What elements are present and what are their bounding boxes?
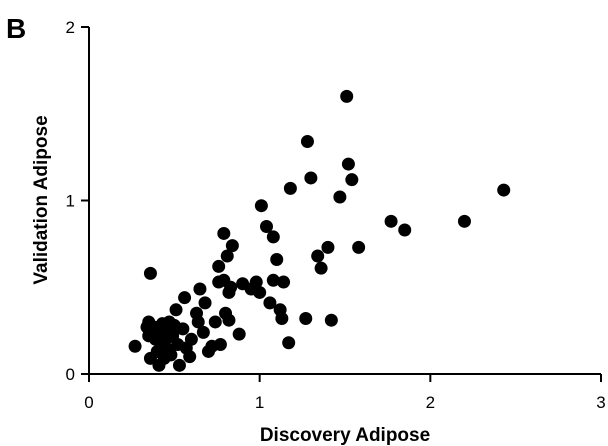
- data-point: [208, 315, 222, 329]
- data-point: [224, 280, 238, 294]
- data-point: [184, 332, 198, 346]
- y-tick-label: 1: [66, 192, 75, 211]
- data-point: [352, 240, 366, 254]
- data-point: [193, 282, 207, 296]
- y-axis-ticks: 0 1 2: [66, 18, 89, 384]
- data-point: [398, 223, 412, 237]
- data-point: [253, 285, 267, 299]
- data-point: [249, 275, 263, 289]
- data-point: [222, 313, 236, 327]
- data-point: [191, 315, 205, 329]
- data-point: [212, 259, 226, 273]
- data-point: [311, 249, 325, 263]
- data-point: [217, 226, 231, 240]
- data-point: [277, 275, 291, 289]
- data-point: [345, 173, 359, 187]
- data-point: [283, 181, 297, 195]
- y-tick-label: 0: [66, 365, 75, 384]
- data-point: [324, 313, 338, 327]
- data-point: [225, 239, 239, 253]
- x-tick-label: 1: [255, 393, 264, 412]
- y-tick-label: 2: [66, 18, 75, 37]
- data-point: [263, 296, 277, 310]
- data-point: [172, 358, 186, 372]
- x-axis-ticks: 0 1 2 3: [84, 374, 606, 412]
- data-point: [497, 183, 511, 197]
- data-point: [341, 157, 355, 171]
- data-point: [196, 325, 210, 339]
- data-point: [143, 266, 157, 280]
- data-point: [457, 214, 471, 228]
- data-point: [213, 338, 227, 352]
- data-point: [275, 311, 289, 325]
- x-tick-label: 2: [426, 393, 435, 412]
- data-point: [178, 291, 192, 305]
- data-point: [340, 89, 354, 103]
- data-point: [198, 296, 212, 310]
- points-layer: [128, 89, 511, 372]
- data-point: [266, 273, 280, 287]
- data-point: [176, 322, 190, 336]
- data-point: [128, 339, 142, 353]
- y-axis-title: Validation Adipose: [31, 115, 52, 284]
- x-tick-label: 3: [596, 393, 605, 412]
- x-axis-title: Discovery Adipose: [260, 425, 430, 446]
- data-point: [384, 214, 398, 228]
- data-point: [314, 261, 328, 275]
- data-point: [164, 348, 178, 362]
- data-point: [300, 135, 314, 149]
- data-point: [321, 240, 335, 254]
- data-point: [254, 199, 268, 213]
- x-tick-label: 0: [84, 393, 93, 412]
- data-point: [220, 249, 234, 263]
- data-point: [282, 336, 296, 350]
- data-point: [266, 230, 280, 244]
- data-point: [333, 190, 347, 204]
- data-point: [183, 350, 197, 364]
- data-point: [232, 327, 246, 341]
- data-point: [299, 311, 313, 325]
- data-point: [304, 171, 318, 185]
- data-point: [270, 252, 284, 266]
- data-point: [169, 303, 183, 317]
- data-point: [259, 220, 273, 234]
- panel-label: B: [6, 13, 26, 44]
